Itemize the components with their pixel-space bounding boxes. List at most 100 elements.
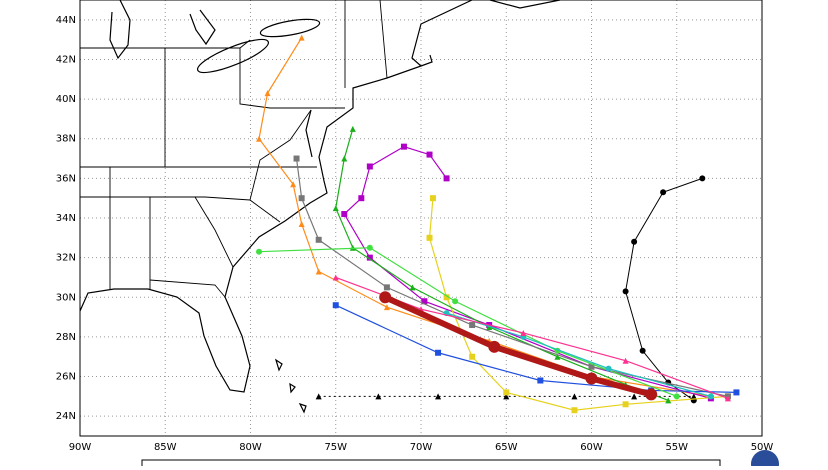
track-point xyxy=(585,372,598,385)
track-point xyxy=(426,151,433,158)
track-point xyxy=(358,195,365,202)
track-point xyxy=(571,407,578,414)
track-point xyxy=(421,298,428,305)
track-point xyxy=(724,395,731,402)
state-border xyxy=(194,196,234,268)
logo xyxy=(751,450,779,470)
lon-label: 80W xyxy=(239,442,262,453)
track-point xyxy=(293,155,300,162)
bahamas xyxy=(274,358,307,414)
track-point xyxy=(298,34,305,41)
track-point xyxy=(429,195,436,202)
track-point xyxy=(349,244,356,251)
lon-label: 50W xyxy=(751,442,774,453)
track-point xyxy=(673,393,680,400)
lat-label: 42N xyxy=(56,54,76,65)
track-point xyxy=(622,401,629,408)
track-point xyxy=(435,393,442,400)
track-point xyxy=(554,353,561,360)
track-point xyxy=(341,211,348,218)
state-border xyxy=(249,109,312,201)
lat-label: 30N xyxy=(56,292,76,303)
track-point xyxy=(315,236,322,243)
lake-huron xyxy=(189,9,216,46)
lat-label: 32N xyxy=(56,253,76,264)
track-point xyxy=(332,274,339,281)
track-point xyxy=(622,288,629,295)
track-point xyxy=(486,324,493,330)
track-point xyxy=(605,365,612,372)
track-point xyxy=(341,155,348,162)
track-point xyxy=(400,143,407,150)
track-point xyxy=(366,254,373,261)
lat-label: 44N xyxy=(56,15,76,26)
track-point xyxy=(469,353,476,360)
coastline xyxy=(80,0,473,393)
track-point xyxy=(443,294,450,301)
state-border xyxy=(149,279,226,298)
lon-label: 60W xyxy=(580,442,603,453)
lon-label: 65W xyxy=(495,442,518,453)
track-point xyxy=(660,189,667,196)
track-point xyxy=(435,349,442,356)
track-point xyxy=(699,175,706,182)
track-line xyxy=(446,312,712,397)
track-point xyxy=(366,163,373,170)
track-point xyxy=(379,291,392,304)
track-point xyxy=(645,388,658,401)
grid xyxy=(80,0,762,436)
track-point xyxy=(383,284,390,291)
state-border xyxy=(80,196,281,223)
track-point xyxy=(315,393,322,400)
track-point xyxy=(631,393,638,400)
lon-label: 75W xyxy=(324,442,347,453)
lat-label: 40N xyxy=(56,94,76,105)
nova-scotia xyxy=(489,0,561,9)
lake-michigan xyxy=(109,0,131,60)
track-point xyxy=(707,393,714,400)
track-point xyxy=(488,340,501,353)
cape-cod xyxy=(420,54,433,67)
track-point xyxy=(375,393,382,400)
track-point xyxy=(256,135,263,142)
track-point xyxy=(290,181,297,188)
track-point xyxy=(503,389,510,396)
lon-label: 90W xyxy=(69,442,92,453)
track-point xyxy=(622,357,629,364)
footer-box xyxy=(141,459,721,470)
track-point xyxy=(349,125,356,132)
lat-label: 28N xyxy=(56,332,76,343)
chesapeake-bay xyxy=(305,109,313,158)
track-point xyxy=(332,302,339,309)
state-border xyxy=(239,48,345,109)
track-point xyxy=(520,329,527,336)
track-point xyxy=(571,393,578,400)
track-line xyxy=(383,294,652,398)
track-point xyxy=(452,298,459,305)
track-point xyxy=(631,238,638,245)
track-point xyxy=(256,248,263,255)
lake-ontario xyxy=(259,18,321,38)
track-point xyxy=(503,393,510,400)
lon-label: 55W xyxy=(665,442,688,453)
lon-label: 85W xyxy=(154,442,177,453)
track-point xyxy=(469,322,476,329)
track-point xyxy=(366,244,373,251)
lat-label: 34N xyxy=(56,213,76,224)
track-point xyxy=(298,195,305,202)
lon-label: 70W xyxy=(410,442,433,453)
track-point xyxy=(588,363,595,370)
track-point xyxy=(383,304,390,311)
lat-label: 36N xyxy=(56,173,76,184)
track-point xyxy=(298,220,305,227)
track-point xyxy=(733,389,740,396)
lat-label: 38N xyxy=(56,134,76,145)
track-point xyxy=(537,377,544,384)
track-point xyxy=(315,268,322,275)
state-border xyxy=(379,0,388,79)
track-line xyxy=(428,198,728,411)
lat-label: 24N xyxy=(56,411,76,422)
track-point xyxy=(443,175,450,182)
track-point xyxy=(665,397,672,404)
